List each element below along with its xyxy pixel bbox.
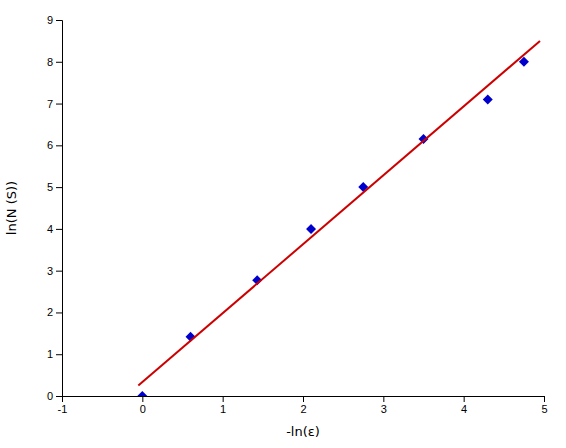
tick: 9 (47, 14, 62, 26)
plot-area: -1 0 1 2 3 4 5 0 1 2 3 4 5 6 7 8 9 (47, 14, 548, 415)
tick-label: 4 (461, 403, 467, 415)
tick-mark (56, 229, 62, 230)
tick-mark (142, 396, 143, 402)
marks (137, 41, 540, 396)
tick: 0 (47, 390, 62, 402)
tick-mark (56, 187, 62, 188)
tick-mark (56, 145, 62, 146)
tick-label: 1 (47, 348, 53, 360)
tick: 2 (300, 396, 306, 415)
tick-mark (56, 271, 62, 272)
tick-label: 4 (47, 223, 53, 235)
tick-label: 5 (541, 403, 547, 415)
tick-label: 8 (47, 56, 53, 68)
tick: 2 (47, 306, 62, 318)
tick-mark (223, 396, 224, 402)
y-axis: 0 1 2 3 4 5 6 7 8 9 (47, 14, 63, 402)
tick: 5 (47, 181, 62, 193)
point (137, 391, 147, 396)
tick-mark (56, 354, 62, 355)
line (138, 41, 540, 386)
tick-label: 6 (47, 139, 53, 151)
tick-mark (303, 396, 304, 402)
tick-label: 3 (381, 403, 387, 415)
tick: 4 (461, 396, 467, 415)
tick-mark (464, 396, 465, 402)
tick-label: 2 (47, 306, 53, 318)
axis-line (56, 21, 63, 397)
tick-mark (56, 104, 62, 105)
point (483, 94, 493, 104)
tick-label: 1 (220, 403, 226, 415)
tick: 1 (47, 348, 62, 360)
tick-label: -1 (58, 403, 68, 415)
tick-label: 3 (47, 265, 53, 277)
tick: 4 (47, 223, 62, 235)
tick-mark (56, 20, 62, 21)
tick: 0 (140, 396, 146, 415)
x-axis-title: -ln(ε) (286, 424, 320, 439)
tick: 7 (47, 98, 62, 110)
tick-label: 0 (47, 390, 53, 402)
tick: 1 (220, 396, 226, 415)
tick-mark (56, 396, 62, 397)
tick-label: 5 (47, 181, 53, 193)
tick: 8 (47, 56, 62, 68)
chart: -1 0 1 2 3 4 5 0 1 2 3 4 5 6 7 8 9 -ln(ε) ln(N (S)) (0, 0, 566, 448)
tick-label: 0 (140, 403, 146, 415)
tick: 5 (541, 396, 547, 415)
tick-label: 7 (47, 98, 53, 110)
tick-mark (544, 396, 545, 402)
tick-mark (383, 396, 384, 402)
tick-label: 2 (300, 403, 306, 415)
tick: -1 (58, 396, 68, 415)
axis-line (63, 397, 545, 403)
tick-mark (56, 62, 62, 63)
tick-label: 9 (47, 14, 53, 26)
point (306, 224, 316, 234)
tick: 3 (47, 265, 62, 277)
tick: 6 (47, 139, 62, 151)
tick: 3 (381, 396, 387, 415)
x-axis: -1 0 1 2 3 4 5 (58, 396, 548, 415)
tick-mark (56, 312, 62, 313)
y-axis-title: ln(N (S)) (4, 181, 19, 235)
